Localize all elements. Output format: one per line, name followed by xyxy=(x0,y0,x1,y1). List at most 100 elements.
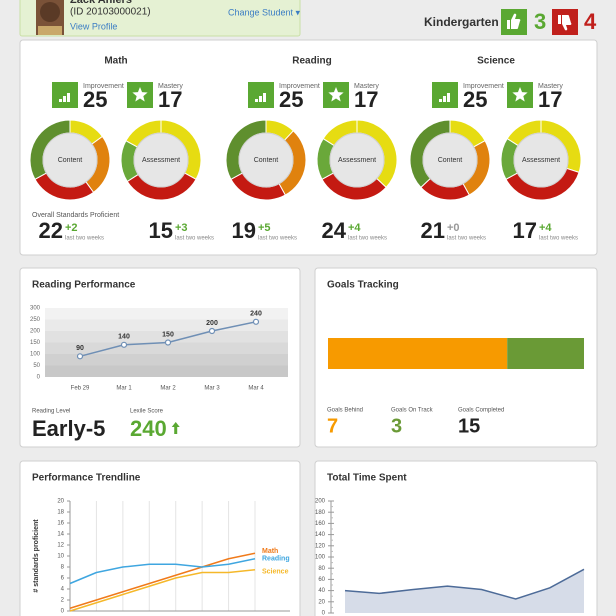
donut-label: Assessment xyxy=(142,157,180,164)
y-tick-label: 120 xyxy=(315,543,326,549)
student-card[interactable] xyxy=(19,0,301,37)
y-tick-label: 60 xyxy=(318,577,325,583)
stat-value: 15 xyxy=(149,218,173,243)
area-fill xyxy=(345,569,584,613)
y-tick-label: 4 xyxy=(61,587,65,593)
data-point xyxy=(164,339,172,346)
y-tick-label: 200 xyxy=(315,499,326,505)
icon-bar xyxy=(443,96,446,102)
subject-title: Reading xyxy=(292,56,331,67)
goal-label: Goals Behind xyxy=(327,408,363,414)
change-student-link[interactable]: Change Student ▾ xyxy=(228,7,301,17)
improvement-label: Improvement xyxy=(463,83,504,90)
stat-change: +0 xyxy=(447,222,460,234)
grid-band xyxy=(45,331,288,343)
student-id: (ID 20103000021) xyxy=(70,7,151,18)
y-tick-label: 200 xyxy=(30,329,41,335)
donut-label: Assessment xyxy=(522,157,560,164)
x-tick-label: Feb 29 xyxy=(71,386,90,392)
stat-note: last two weeks xyxy=(258,236,297,242)
stat-note: last two weeks xyxy=(175,236,214,242)
view-profile-link[interactable]: View Profile xyxy=(70,21,117,31)
icon-bar xyxy=(439,99,442,102)
subject-title: Math xyxy=(104,56,127,67)
grid-band xyxy=(45,354,288,366)
stat-value: 24 xyxy=(322,218,347,243)
legend-label: Reading xyxy=(262,556,290,563)
stat-note: last two weeks xyxy=(539,236,578,242)
improvement-icon xyxy=(248,82,274,108)
panel xyxy=(314,460,598,616)
data-point xyxy=(76,353,84,360)
improvement-label: Improvement xyxy=(83,83,124,90)
panel-title: Total Time Spent xyxy=(327,473,407,484)
mastery-value: 17 xyxy=(354,87,378,112)
thumbs-down-count: 4 xyxy=(584,9,597,34)
goal-value: 15 xyxy=(458,415,480,437)
y-tick-label: 10 xyxy=(57,554,64,560)
donut-label: Content xyxy=(58,157,83,164)
goal-value: 7 xyxy=(327,415,338,437)
icon-bar xyxy=(59,99,62,102)
y-tick-label: 12 xyxy=(57,543,64,549)
improvement-icon xyxy=(432,82,458,108)
stat-value: 17 xyxy=(513,218,537,243)
icon-bar xyxy=(259,96,262,102)
lexile-label: Lexile Score xyxy=(130,409,164,415)
goal-value: 3 xyxy=(391,415,402,437)
y-axis-label: # standards proficient xyxy=(33,519,40,593)
grade-level: Kindergarten xyxy=(424,15,499,29)
y-tick-label: 150 xyxy=(30,340,41,346)
x-tick-label: Mar 2 xyxy=(160,386,176,392)
y-tick-label: 16 xyxy=(57,521,64,527)
stat-note: last two weeks xyxy=(65,236,104,242)
mastery-label: Mastery xyxy=(354,83,379,90)
mastery-label: Mastery xyxy=(538,83,563,90)
thumbs-up-icon xyxy=(507,13,521,29)
trend-line xyxy=(69,552,256,609)
donut-center xyxy=(422,132,478,188)
y-tick-label: 6 xyxy=(61,576,65,582)
mastery-label: Mastery xyxy=(158,83,183,90)
x-tick-label: Mar 1 xyxy=(116,386,132,392)
data-point xyxy=(120,341,128,348)
y-tick-label: 250 xyxy=(30,317,41,323)
trend-line xyxy=(69,558,256,585)
improvement-value: 25 xyxy=(463,87,487,112)
donut-center xyxy=(42,132,98,188)
up-arrow xyxy=(171,422,180,434)
lexile-score: 240 xyxy=(130,416,167,441)
data-label: 240 xyxy=(250,311,262,318)
avatar-face xyxy=(40,2,60,22)
y-tick-label: 18 xyxy=(57,510,64,516)
panel-title: Reading Performance xyxy=(32,280,136,291)
panel-title: Goals Tracking xyxy=(327,280,399,291)
goal-label: Goals Completed xyxy=(458,408,504,414)
stat-change: +2 xyxy=(65,222,78,234)
y-tick-label: 50 xyxy=(33,363,40,369)
y-tick-label: 0 xyxy=(61,609,65,615)
mastery-value: 17 xyxy=(158,87,182,112)
y-tick-label: 2 xyxy=(61,598,65,604)
grid-band xyxy=(45,365,288,377)
panel xyxy=(19,460,301,616)
stat-change: +4 xyxy=(348,222,361,234)
y-tick-label: 180 xyxy=(315,510,326,516)
donut-label: Content xyxy=(438,157,463,164)
donut-center xyxy=(329,132,385,188)
star-icon xyxy=(512,87,528,102)
donut-label: Content xyxy=(254,157,279,164)
y-tick-label: 0 xyxy=(37,375,41,381)
y-tick-label: 20 xyxy=(57,499,64,505)
data-point xyxy=(208,327,216,335)
y-tick-label: 100 xyxy=(30,352,41,358)
goal-label: Goals On Track xyxy=(391,408,434,414)
y-tick-label: 8 xyxy=(61,565,65,571)
star-icon xyxy=(328,87,344,102)
improvement-label: Improvement xyxy=(279,83,320,90)
stat-value: 22 xyxy=(39,218,63,243)
subject-title: Science xyxy=(477,56,515,67)
improvement-value: 25 xyxy=(83,87,107,112)
data-label: 140 xyxy=(118,334,130,341)
